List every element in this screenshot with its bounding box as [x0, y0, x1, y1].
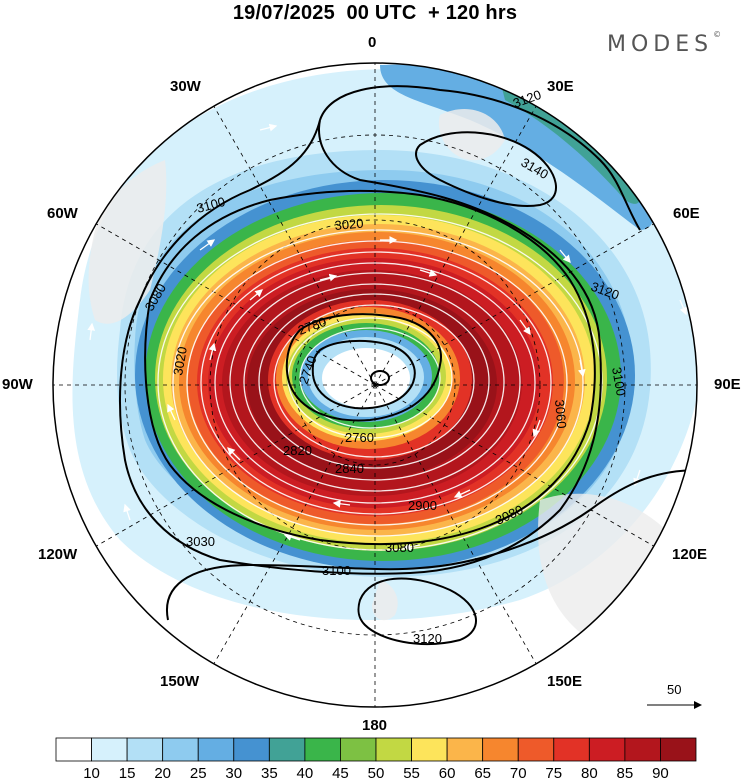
lon-label-90w: 90W	[2, 376, 33, 393]
reference-vector-arrow	[647, 701, 702, 709]
colorbar-swatch	[126, 737, 164, 762]
colorbar-swatch	[482, 737, 519, 762]
reference-vector-label: 50	[667, 682, 682, 697]
colorbar-tick-label: 80	[580, 765, 598, 782]
lon-label-60e: 60E	[673, 205, 700, 222]
colorbar-tick-label: 65	[474, 765, 491, 782]
contour-label: 2760	[345, 430, 374, 445]
brand-logo: MODES©	[607, 30, 722, 57]
colorbar-swatch	[91, 737, 128, 762]
lon-label-120e: 120E	[672, 546, 708, 563]
contour-label: 3120	[413, 631, 442, 646]
lon-label-60w: 60W	[47, 205, 78, 222]
colorbar-swatch	[233, 737, 270, 762]
colorbar-swatch	[304, 737, 341, 762]
lon-label-150e: 150E	[547, 673, 583, 690]
contour-label: 2820	[283, 443, 312, 458]
lon-label-0: 0	[368, 34, 377, 51]
map-border	[52, 62, 698, 708]
colorbar-tick-label: 50	[367, 765, 385, 782]
colorbar-tick-label: 30	[225, 765, 243, 782]
colorbar-tick-label: 75	[545, 765, 563, 782]
colorbar-swatch	[517, 737, 555, 762]
contour-label: 2840	[335, 461, 364, 476]
polar-map: 3120 3140 3100 3120 3020 3080 2780 3020 …	[52, 62, 698, 708]
contour-label: 3020	[334, 216, 364, 233]
new-zealand-land	[372, 580, 398, 621]
height-contours	[119, 85, 697, 646]
colorbar-swatch	[624, 737, 661, 762]
wind-speed-field	[53, 63, 697, 707]
wind-streamlines	[157, 213, 603, 551]
colorbar-tick-label: 55	[403, 765, 420, 782]
page-title: 19/07/2025 00 UTC + 120 hrs	[232, 2, 518, 24]
colorbar-swatch	[660, 737, 697, 762]
jet-branch-30e	[380, 64, 654, 231]
contour-label: 3060	[552, 399, 569, 429]
contour-label: 3100	[609, 366, 629, 397]
colorbar-swatch	[588, 737, 626, 762]
brand-name: MODES	[607, 32, 714, 57]
lon-label-90e: 90E	[714, 376, 741, 393]
africa-land	[438, 109, 505, 161]
colorbar-swatch	[375, 737, 412, 762]
colorbar-swatch	[411, 737, 448, 762]
colorbar-swatch	[446, 737, 484, 762]
colorbar-tick-label: 25	[189, 765, 207, 782]
colorbar-tick-label: 20	[154, 765, 171, 782]
colorbar-tick-label: 40	[296, 765, 314, 782]
lon-label-150w: 150W	[160, 673, 200, 690]
colorbar-swatch	[340, 737, 377, 762]
colorbar-swatch	[197, 737, 235, 762]
colorbar-tick-label: 45	[332, 765, 349, 782]
colorbar-tick-label: 70	[509, 765, 527, 782]
brand-mark: ©	[713, 30, 722, 39]
lon-label-30w: 30W	[170, 78, 201, 95]
lon-label-30e: 30E	[547, 78, 574, 95]
lon-label-120w: 120W	[38, 546, 78, 563]
colorbar-tick-label: 15	[118, 765, 136, 782]
contour-label: 3080	[385, 540, 414, 555]
lon-label-180: 180	[362, 717, 388, 734]
contour-label: 3100	[322, 563, 351, 578]
colorbar-swatch	[55, 737, 92, 762]
colorbar	[55, 737, 697, 762]
colorbar-tick-label: 10	[83, 765, 100, 782]
colorbar-tick-label: 35	[260, 765, 278, 782]
contour-label: 3020	[170, 345, 190, 376]
colorbar-tick-label: 85	[616, 765, 634, 782]
jet-branch-30e-core	[500, 80, 641, 204]
colorbar-swatch	[553, 737, 590, 762]
colorbar-swatch	[162, 737, 199, 762]
contour-label: 3030	[186, 534, 215, 549]
polar-calm-zone	[322, 348, 410, 408]
contour-label: 3100	[195, 194, 227, 216]
contour-label: 2900	[408, 498, 437, 513]
colorbar-tick-label: 60	[438, 765, 456, 782]
colorbar-swatch	[268, 737, 306, 762]
contour-labels: 3120 3140 3100 3120 3020 3080 2780 3020 …	[142, 87, 629, 646]
colorbar-tick-label: 90	[652, 765, 669, 782]
